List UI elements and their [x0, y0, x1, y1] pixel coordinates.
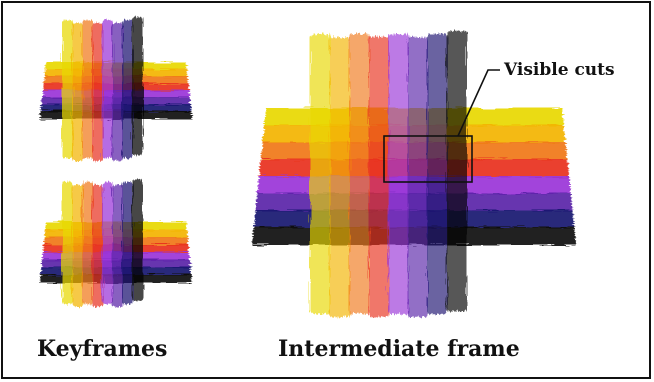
- vertical-stroke: [427, 34, 448, 314]
- visible-cuts-leader: [457, 69, 500, 137]
- vertical-stroke: [349, 34, 370, 314]
- vertical-stroke: [82, 182, 93, 304]
- vertical-stroke: [62, 182, 73, 304]
- vertical-stroke: [407, 37, 428, 317]
- vertical-stroke: [92, 185, 103, 307]
- vertical-stroke-band: [310, 31, 467, 317]
- vertical-stroke: [92, 23, 103, 161]
- vertical-stroke: [72, 185, 83, 307]
- vertical-stroke: [388, 34, 409, 314]
- keyframe-bottom-image: [40, 179, 192, 307]
- vertical-stroke: [122, 182, 133, 304]
- vertical-stroke: [446, 31, 467, 311]
- keyframe-top-image: [40, 17, 192, 161]
- vertical-stroke: [112, 185, 123, 307]
- vertical-stroke: [102, 20, 113, 158]
- vertical-stroke: [368, 37, 389, 317]
- visible-cuts-box: [383, 135, 473, 183]
- vertical-stroke-band: [62, 179, 143, 307]
- vertical-stroke: [310, 34, 331, 314]
- vertical-stroke-band: [62, 17, 143, 161]
- vertical-stroke: [329, 37, 350, 317]
- keyframes-caption: Keyframes: [37, 336, 168, 362]
- vertical-stroke: [102, 182, 113, 304]
- vertical-stroke: [62, 20, 73, 158]
- vertical-stroke: [82, 20, 93, 158]
- vertical-stroke: [132, 179, 143, 301]
- vertical-stroke: [122, 20, 133, 158]
- visible-cuts-label: Visible cuts: [504, 60, 615, 80]
- vertical-stroke: [72, 23, 83, 161]
- intermediate-frame-caption: Intermediate frame: [278, 336, 520, 362]
- vertical-stroke: [132, 17, 143, 155]
- intermediate-frame-image: [252, 31, 576, 317]
- vertical-stroke: [112, 23, 123, 161]
